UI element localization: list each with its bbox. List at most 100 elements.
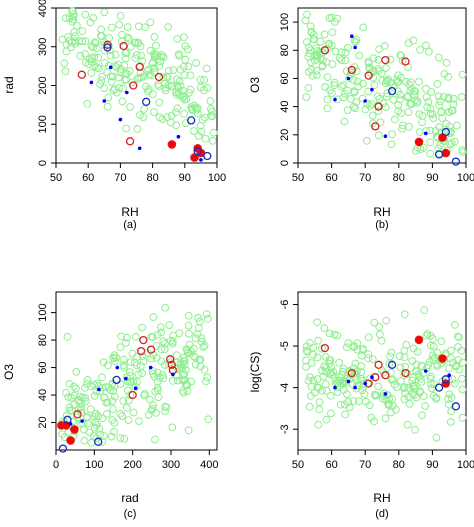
background-point	[309, 350, 318, 359]
x-tick-label: 60	[82, 172, 94, 184]
highlight-point-blue-open	[63, 415, 72, 424]
highlight-point-red-filled	[167, 140, 177, 149]
y-tick-label: 80	[37, 334, 49, 346]
background-point	[387, 348, 396, 357]
y-axis-title: log(CS)	[248, 352, 262, 393]
highlight-point-blue-dot	[68, 422, 73, 426]
background-point	[102, 383, 110, 391]
y-tick-label: 20	[279, 129, 291, 141]
highlight-point-blue-dot	[370, 375, 374, 380]
background-point	[385, 400, 393, 408]
background-point	[105, 46, 114, 54]
background-point	[348, 380, 357, 389]
background-point	[132, 51, 141, 59]
background-point	[109, 353, 118, 362]
highlight-point-red-open	[136, 346, 146, 356]
background-point	[152, 342, 161, 350]
background-point	[411, 367, 420, 375]
y-axis-title: O3	[2, 364, 16, 380]
background-point	[91, 410, 100, 418]
background-point	[339, 93, 348, 102]
background-point	[355, 382, 364, 390]
background-point	[394, 101, 403, 109]
background-point	[357, 375, 366, 383]
background-point	[161, 402, 169, 411]
highlight-point-blue-dot	[97, 387, 101, 392]
background-point	[449, 94, 458, 103]
x-tick-label: 100	[457, 459, 474, 471]
highlight-point-blue-open	[434, 150, 444, 159]
background-point	[105, 34, 113, 42]
highlight-point-red-filled	[441, 379, 451, 388]
background-point	[194, 131, 203, 140]
background-point	[341, 410, 350, 419]
background-point	[118, 97, 127, 106]
highlight-point-red-open	[347, 368, 356, 378]
background-point	[65, 36, 74, 45]
background-point	[100, 8, 109, 17]
background-point	[155, 373, 164, 382]
background-point	[304, 376, 313, 385]
background-point	[336, 400, 345, 409]
background-point	[169, 376, 177, 385]
y-tick-label: 100	[279, 13, 291, 31]
background-point	[352, 384, 361, 393]
background-point	[152, 41, 160, 50]
background-point	[116, 343, 125, 352]
background-point	[447, 407, 456, 416]
background-point	[418, 118, 427, 127]
background-point	[180, 33, 188, 42]
highlight-point-blue-open	[94, 437, 103, 446]
background-point	[320, 30, 329, 39]
background-point	[148, 333, 157, 341]
background-point	[209, 128, 218, 137]
background-point	[134, 370, 143, 379]
background-point	[180, 71, 189, 79]
background-point	[426, 126, 435, 135]
y-tick-label: 20	[37, 416, 49, 428]
background-point	[437, 337, 446, 346]
background-point	[442, 58, 451, 67]
background-point	[150, 372, 158, 381]
background-point	[337, 56, 346, 65]
background-point	[122, 124, 130, 133]
y-tick-label: 40	[37, 389, 49, 401]
background-point	[407, 84, 416, 93]
background-point	[142, 82, 150, 91]
background-point	[322, 415, 331, 424]
highlight-point-red-open	[381, 55, 390, 65]
background-point	[61, 67, 70, 76]
background-point	[97, 76, 106, 85]
background-point	[70, 382, 78, 391]
background-point	[395, 352, 404, 361]
background-point	[405, 122, 413, 131]
background-point	[155, 98, 164, 107]
background-point	[124, 396, 133, 405]
background-point	[126, 103, 135, 111]
background-point	[374, 64, 383, 73]
background-point	[77, 403, 85, 412]
background-point	[125, 368, 134, 377]
background-point	[447, 393, 456, 402]
background-point	[341, 48, 350, 57]
background-point	[158, 371, 167, 380]
background-point	[135, 417, 143, 426]
background-point	[373, 92, 382, 101]
y-tick-label: 0	[279, 160, 291, 166]
background-point	[321, 83, 330, 91]
background-point	[176, 65, 185, 74]
background-point	[323, 44, 332, 53]
background-point	[93, 379, 101, 388]
background-point	[313, 375, 322, 384]
background-point	[197, 334, 206, 343]
background-point	[364, 350, 373, 359]
background-point	[191, 334, 200, 343]
highlight-point-blue-dot	[124, 376, 128, 381]
background-point	[307, 65, 316, 74]
background-point	[454, 343, 463, 351]
background-point	[202, 64, 211, 73]
background-point	[70, 391, 79, 400]
x-tick-label: 90	[426, 459, 438, 471]
background-point	[114, 60, 123, 69]
background-point	[314, 336, 323, 345]
